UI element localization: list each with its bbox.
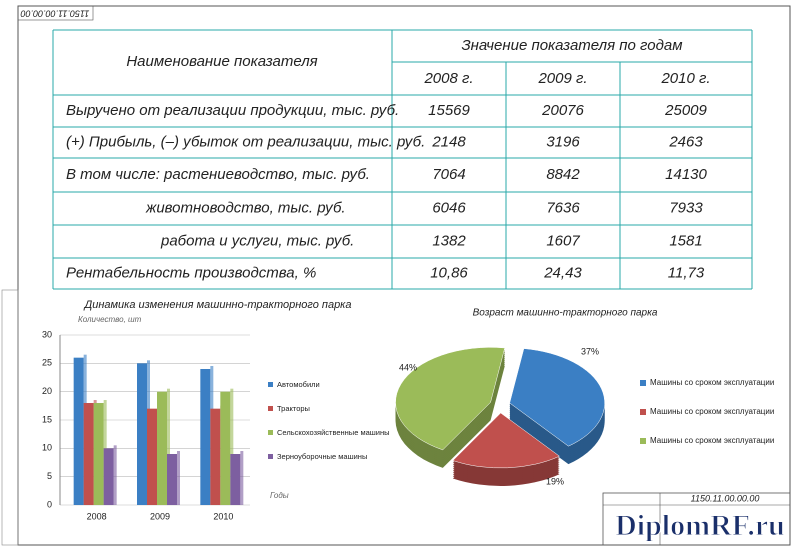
- x-axis-label: Годы: [270, 491, 289, 500]
- legend-label: Машины со сроком эксплуатации: [650, 436, 774, 445]
- legend-label: Автомобили: [277, 380, 320, 389]
- cell: 25009: [664, 102, 707, 119]
- cell: 1581: [669, 232, 702, 249]
- legend-swatch: [640, 409, 646, 415]
- bar: [137, 363, 147, 505]
- x-tick-label: 2008: [87, 511, 107, 521]
- bar-side: [240, 451, 244, 505]
- bar: [167, 454, 177, 505]
- cell: 7636: [546, 199, 580, 216]
- data-label: 19%: [546, 476, 564, 486]
- bar-side: [167, 388, 170, 505]
- y-tick-label: 15: [42, 414, 52, 424]
- bar-side: [230, 388, 234, 505]
- legend-label: Тракторы: [277, 404, 310, 413]
- header-cell: 2009 г.: [537, 70, 587, 87]
- data-label: 37%: [581, 346, 599, 356]
- header-cell: Значение показателя по годам: [461, 37, 682, 54]
- legend-swatch: [640, 438, 646, 444]
- y-tick-label: 20: [42, 386, 52, 396]
- frame: [17, 5, 791, 546]
- chart-title: Динамика изменения машинно-тракторного п…: [82, 299, 351, 311]
- bar: [210, 408, 221, 505]
- legend-label: Зерноуборочные машины: [277, 452, 367, 461]
- row-label: работа и услуги, тыс. руб.: [160, 232, 354, 249]
- header-cell: 2008 г.: [423, 70, 473, 87]
- legend-swatch: [268, 406, 273, 411]
- cell: 1382: [432, 232, 466, 249]
- bar: [200, 369, 211, 505]
- stamp: 1150.11.00.00.00: [21, 9, 90, 19]
- bar: [147, 408, 157, 505]
- y-tick-label: 25: [42, 358, 52, 368]
- cell: 3196: [546, 133, 580, 150]
- row-label: В том числе: растениеводство, тыс. руб.: [66, 166, 370, 183]
- cell: 7064: [432, 166, 465, 183]
- cell: 6046: [432, 199, 466, 216]
- title-code: 1150.11.00.00.00: [691, 493, 760, 503]
- chart-title: Возраст машинно-тракторного парка: [473, 308, 658, 319]
- row-label: (+) Прибыль, (–) убыток от реализации, т…: [66, 133, 425, 150]
- title-block: [602, 492, 791, 546]
- header-cell: 2010 г.: [660, 70, 710, 87]
- legend-swatch: [268, 430, 273, 435]
- bar: [103, 448, 114, 505]
- y-tick-label: 5: [47, 471, 52, 481]
- cell: 11,73: [668, 264, 705, 281]
- row-label: Рентабельность производства, %: [66, 264, 316, 281]
- y-tick-label: 10: [42, 443, 52, 453]
- legend-swatch: [640, 380, 646, 386]
- bar-chart: Динамика изменения машинно-тракторного п…: [42, 299, 390, 521]
- row-label: Выручено от реализации продукции, тыс. р…: [66, 102, 399, 119]
- cell: 2463: [668, 133, 703, 150]
- cell: 2148: [431, 133, 466, 150]
- legend-label: Машины со сроком эксплуатации: [650, 407, 774, 416]
- cell: 1607: [546, 232, 580, 249]
- bar-side: [113, 445, 117, 505]
- legend-swatch: [268, 454, 273, 459]
- bar: [73, 357, 84, 505]
- pie-slice: [395, 347, 506, 451]
- pie-chart: Возраст машинно-тракторного парка 37% Маши…: [395, 308, 774, 486]
- legend-label: Сельскохозяйственные машины: [277, 428, 390, 437]
- table: Наименование показателя Значение показате…: [52, 29, 753, 290]
- watermark: DiplomRF.ru: [615, 509, 785, 542]
- cell: 20076: [541, 102, 584, 119]
- header-cell: Наименование показателя: [126, 53, 317, 70]
- bar: [230, 454, 241, 505]
- stamp-box: [17, 5, 94, 21]
- pie-slice: [509, 348, 605, 447]
- cell: 24,43: [543, 264, 582, 281]
- x-tick-label: 2009: [150, 511, 170, 521]
- y-tick-label: 0: [47, 499, 52, 509]
- cell: 14130: [665, 166, 707, 183]
- cell: 8842: [546, 166, 580, 183]
- bar-side: [177, 451, 180, 505]
- legend-label: Машины со сроком эксплуатации: [650, 378, 774, 387]
- bar: [220, 391, 231, 505]
- cell: 15569: [428, 102, 470, 119]
- cell: 10,86: [430, 264, 468, 281]
- cell: 7933: [669, 199, 703, 216]
- bar: [93, 403, 104, 505]
- row-label: животноводство, тыс. руб.: [145, 199, 346, 216]
- bar: [83, 403, 94, 505]
- data-label: 44%: [399, 362, 417, 372]
- y-axis-label: Количество, шт: [78, 315, 142, 324]
- legend-swatch: [268, 382, 273, 387]
- side-strip: [1, 289, 19, 546]
- x-tick-label: 2010: [213, 511, 233, 521]
- y-tick-label: 30: [42, 329, 52, 339]
- pie-slice: [452, 412, 560, 469]
- bar: [157, 391, 167, 505]
